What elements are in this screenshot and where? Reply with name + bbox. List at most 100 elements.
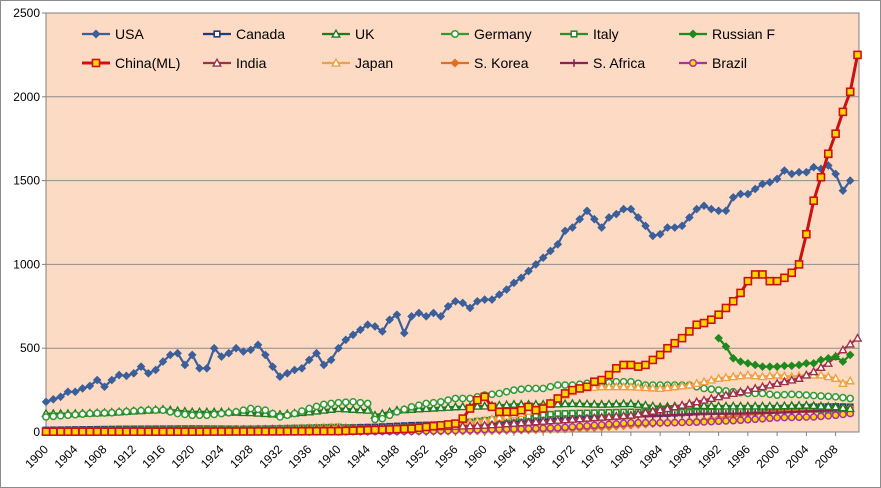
- data-point-russian-f: [765, 362, 775, 371]
- data-point-usa: [546, 246, 555, 256]
- data-point-china-ml: [685, 327, 694, 336]
- data-point-russian-f: [736, 357, 745, 366]
- data-point-china-ml: [436, 420, 446, 430]
- data-point-china-ml: [399, 424, 409, 434]
- data-point-china-ml: [546, 399, 555, 408]
- data-point-china-ml: [195, 427, 204, 436]
- data-point-germany: [268, 409, 277, 418]
- data-point-china-ml: [743, 276, 753, 286]
- data-point-germany: [429, 398, 438, 407]
- data-point-usa: [209, 343, 219, 353]
- legend-label-italy: Italy: [593, 26, 619, 42]
- data-point-germany: [415, 401, 423, 410]
- x-tick-label: 1916: [139, 442, 168, 471]
- data-point-india: [626, 410, 636, 419]
- data-point-usa: [268, 362, 277, 371]
- data-point-usa: [714, 206, 723, 216]
- data-point-india: [457, 421, 468, 430]
- data-point-germany: [100, 409, 109, 417]
- data-point-germany: [290, 409, 299, 418]
- data-point-germany: [371, 415, 379, 424]
- data-point-india: [589, 412, 600, 422]
- data-point-usa: [743, 189, 753, 199]
- data-point-russian-f: [838, 357, 848, 366]
- data-point-china-ml: [765, 276, 775, 286]
- data-point-uk: [457, 401, 468, 411]
- data-point-germany: [758, 389, 767, 398]
- data-point-brazil: [751, 415, 760, 424]
- data-point-brazil: [546, 424, 555, 432]
- data-point-usa: [414, 308, 424, 318]
- data-point-china-ml: [268, 427, 277, 436]
- data-point-china-ml: [633, 362, 643, 371]
- data-point-china-ml: [107, 427, 117, 436]
- x-tick-label: 1980: [607, 442, 636, 471]
- data-point-china-ml: [611, 364, 621, 373]
- data-point-usa: [597, 223, 606, 232]
- data-point-uk: [311, 406, 322, 415]
- data-point-usa: [421, 312, 431, 321]
- data-point-usa: [253, 340, 263, 350]
- data-point-china-ml: [560, 389, 570, 398]
- legend-marker: [450, 58, 460, 68]
- data-point-china-ml: [516, 405, 526, 415]
- data-point-brazil: [707, 417, 716, 426]
- data-point-germany: [334, 398, 343, 407]
- data-point-usa: [356, 325, 365, 335]
- data-point-germany: [224, 408, 233, 417]
- data-point-germany: [400, 405, 409, 414]
- data-point-russian-f: [714, 333, 723, 343]
- data-point-china-ml: [736, 288, 745, 298]
- x-tick-label: 1912: [110, 442, 139, 471]
- x-tick-label: 1988: [666, 442, 695, 471]
- y-tick-label: 2000: [13, 90, 40, 104]
- data-point-china-ml: [151, 427, 160, 436]
- data-point-russian-f: [772, 362, 782, 371]
- data-point-china-ml: [443, 420, 453, 429]
- data-point-uk: [604, 399, 614, 408]
- data-point-japan: [669, 381, 680, 391]
- data-point-japan: [713, 373, 724, 382]
- data-point-china-ml: [758, 270, 767, 279]
- data-point-usa: [85, 381, 95, 391]
- data-point-usa: [78, 384, 87, 393]
- data-point-usa: [151, 365, 160, 375]
- data-point-brazil: [736, 416, 745, 425]
- data-point-china-ml: [429, 421, 438, 431]
- data-point-usa: [845, 176, 855, 185]
- data-point-china-ml: [370, 425, 380, 435]
- data-point-usa: [641, 221, 650, 231]
- data-point-usa: [611, 209, 621, 219]
- data-point-japan: [633, 382, 643, 391]
- data-point-japan: [677, 380, 687, 390]
- data-point-brazil: [787, 413, 796, 422]
- data-point-usa: [590, 214, 599, 224]
- data-point-brazil: [590, 421, 599, 430]
- data-point-usa: [319, 360, 329, 370]
- data-point-china-ml: [451, 419, 460, 428]
- data-point-brazil: [795, 413, 803, 422]
- data-point-china-ml: [838, 107, 848, 117]
- series-russian-f: [714, 333, 855, 371]
- x-tick-label: 1904: [52, 442, 81, 471]
- data-point-usa: [560, 226, 570, 236]
- data-point-germany: [510, 386, 518, 394]
- data-point-germany: [246, 404, 255, 413]
- data-point-china-ml: [619, 360, 628, 370]
- data-point-brazil: [744, 415, 752, 424]
- data-point-china-ml: [114, 427, 124, 436]
- data-point-germany: [210, 410, 219, 419]
- data-point-germany: [436, 397, 445, 406]
- data-point-brazil: [568, 422, 577, 431]
- data-point-usa: [107, 375, 117, 385]
- data-point-usa: [750, 184, 760, 194]
- data-point-china-ml: [78, 427, 87, 436]
- data-point-germany: [787, 390, 796, 399]
- data-point-brazil: [729, 416, 738, 425]
- data-point-china-ml: [85, 427, 95, 436]
- data-point-germany: [561, 381, 569, 389]
- series-usa: [41, 161, 855, 407]
- data-point-usa: [685, 213, 694, 222]
- data-point-india: [779, 376, 790, 386]
- legend: USA Canada UK Germany Italy Russian F China(ML…: [82, 26, 775, 71]
